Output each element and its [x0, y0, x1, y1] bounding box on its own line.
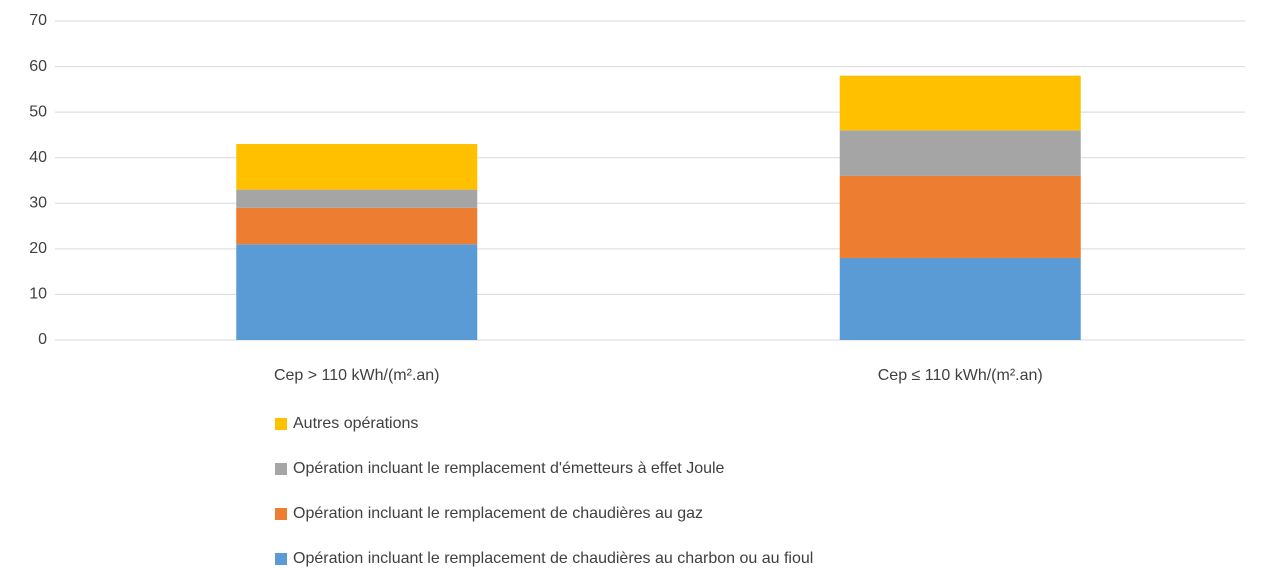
legend-label: Opération incluant le remplacement de ch…: [293, 505, 703, 522]
bar-segment: [236, 244, 478, 340]
bar-segment: [839, 75, 1081, 131]
x-tick-label: Cep > 110 kWh/(m².an): [274, 367, 440, 384]
bar-segment: [839, 175, 1081, 258]
y-tick-label: 20: [29, 240, 47, 257]
y-tick-label: 30: [29, 195, 47, 212]
y-tick-label: 70: [29, 12, 47, 29]
bar-segment: [839, 130, 1081, 176]
legend-label: Opération incluant le remplacement d'éme…: [293, 460, 725, 477]
y-tick-label: 50: [29, 103, 47, 120]
y-tick-label: 60: [29, 58, 47, 75]
legend-label: Autres opérations: [293, 415, 418, 432]
bar-segment: [236, 144, 478, 190]
legend-label: Opération incluant le remplacement de ch…: [293, 550, 813, 567]
bar-segment: [839, 257, 1081, 340]
y-tick-label: 40: [29, 149, 47, 166]
legend-swatch: [275, 508, 287, 520]
y-tick-label: 10: [29, 286, 47, 303]
x-tick-label: Cep ≤ 110 kWh/(m².an): [878, 367, 1043, 384]
legend-swatch: [275, 418, 287, 430]
bar-segment: [236, 189, 478, 208]
legend-swatch: [275, 553, 287, 565]
y-tick-label: 0: [38, 331, 47, 348]
bar-segment: [236, 207, 478, 245]
legend-swatch: [275, 463, 287, 475]
